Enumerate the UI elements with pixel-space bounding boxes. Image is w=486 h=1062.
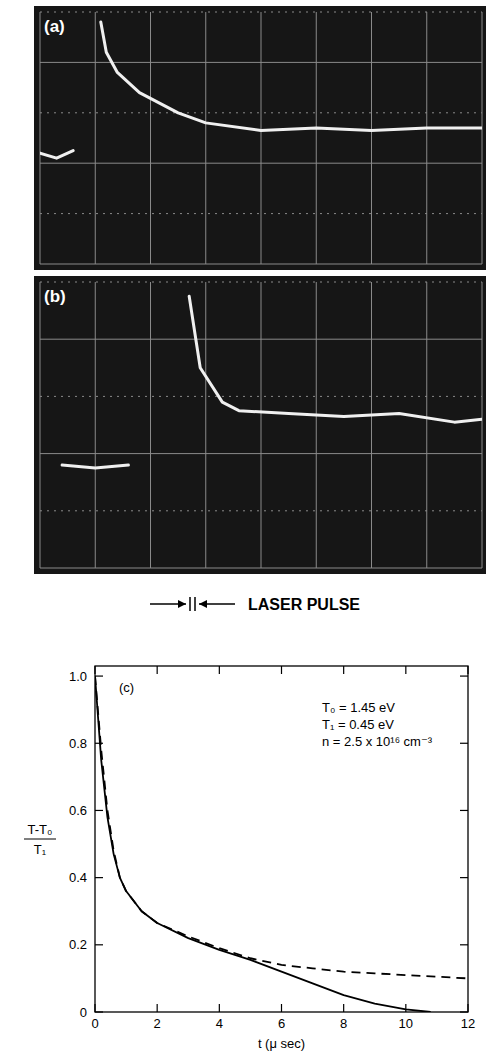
scope-screen — [34, 276, 486, 574]
grid-line — [261, 282, 262, 568]
tick — [157, 1004, 158, 1012]
grid-line — [95, 12, 96, 264]
tick — [94, 1004, 95, 1012]
figure: (a) (b) LASER PULSE 0 2 4 6 8 10 12 0 0.2 0.4 0.6 0.8 1… — [0, 0, 486, 1062]
grid-line — [40, 213, 482, 214]
tick — [467, 1004, 468, 1012]
tick — [405, 1004, 406, 1012]
tick — [460, 944, 468, 945]
grid-line — [40, 163, 482, 164]
marks — [95, 676, 468, 1012]
bar — [189, 597, 191, 611]
tick-label: 10 — [399, 1016, 413, 1031]
grid-line — [40, 510, 482, 511]
tick — [467, 666, 468, 674]
grid-line — [482, 12, 483, 264]
tick — [219, 1004, 220, 1012]
arrow-head — [178, 600, 186, 608]
tick-label: 12 — [461, 1016, 475, 1031]
tick — [343, 1004, 344, 1012]
tick-label: 1.0 — [69, 669, 87, 684]
laser-pulse: LASER PULSE — [150, 596, 360, 613]
axis-title: T-T₀ — [28, 822, 53, 837]
grid-line — [205, 12, 206, 264]
frame — [95, 666, 468, 1012]
panel-label: (b) — [44, 287, 66, 306]
grid-line — [150, 282, 151, 568]
grid-line — [482, 282, 483, 568]
grid-line — [205, 282, 206, 568]
scope-panel: (a) — [34, 6, 486, 270]
scope-screen — [34, 6, 486, 270]
annotation: T₀ = 1.45 eV — [322, 700, 395, 715]
tick-label: 0.4 — [69, 870, 87, 885]
tick-label: 2 — [154, 1016, 161, 1031]
grid-line — [95, 282, 96, 568]
grid-line — [40, 264, 482, 265]
grid-line — [40, 282, 41, 568]
marks — [40, 22, 482, 158]
tick — [343, 666, 344, 674]
grid-line — [40, 568, 482, 569]
tick-label: 0.6 — [69, 803, 87, 818]
tick — [95, 1011, 103, 1012]
grid-line — [371, 12, 372, 264]
grid-line — [40, 12, 41, 264]
arrow-head — [199, 600, 207, 608]
axis-title: T₁ — [34, 842, 47, 857]
tick — [405, 666, 406, 674]
tick-label: 0.8 — [69, 736, 87, 751]
grid-line — [40, 282, 482, 283]
grid-line — [40, 339, 482, 340]
tick — [460, 675, 468, 676]
tick-label: 0.2 — [69, 937, 87, 952]
panel-label: (a) — [44, 17, 65, 36]
tick — [94, 666, 95, 674]
tick-label: 8 — [340, 1016, 347, 1031]
tick — [95, 675, 103, 676]
grid-line — [426, 282, 427, 568]
tick — [460, 810, 468, 811]
fraction-bar — [24, 839, 56, 840]
tick — [157, 666, 158, 674]
axis-title: t (μ sec) — [258, 1036, 305, 1051]
grid-line — [426, 12, 427, 264]
grid-line — [40, 12, 482, 13]
tick — [219, 666, 220, 674]
tick-label: 0 — [91, 1016, 98, 1031]
tick — [460, 877, 468, 878]
tick — [460, 1011, 468, 1012]
grid-line — [40, 453, 482, 454]
bar — [194, 597, 196, 611]
grid-line — [40, 396, 482, 397]
trace — [40, 22, 482, 158]
grid-line — [261, 12, 262, 264]
grid-line — [40, 62, 482, 63]
panel-label: (c) — [119, 680, 134, 695]
annotation: LASER PULSE — [248, 596, 360, 613]
grid-line — [150, 12, 151, 264]
tick — [281, 666, 282, 674]
tick — [95, 944, 103, 945]
tick-label: 6 — [278, 1016, 285, 1031]
grid-line — [316, 282, 317, 568]
tick — [95, 877, 103, 878]
tick — [95, 743, 103, 744]
curve — [95, 676, 468, 978]
annotation: n = 2.5 x 10¹⁶ cm⁻³ — [322, 734, 433, 749]
grid-line — [316, 12, 317, 264]
tick — [281, 1004, 282, 1012]
grid-line — [40, 112, 482, 113]
annotation: T₁ = 0.45 eV — [322, 717, 394, 732]
tick-label: 4 — [216, 1016, 223, 1031]
tick-label: 0 — [80, 1005, 87, 1020]
tick — [95, 810, 103, 811]
tick — [460, 743, 468, 744]
grid-line — [371, 282, 372, 568]
plot-c: 0 2 4 6 8 10 12 0 0.2 0.4 0.6 0.8 1.0 t (μ sec) T-T₀ T₁… — [24, 666, 475, 1051]
marks — [62, 296, 482, 468]
scope-panel: (b) — [34, 276, 486, 574]
trace — [62, 296, 482, 468]
